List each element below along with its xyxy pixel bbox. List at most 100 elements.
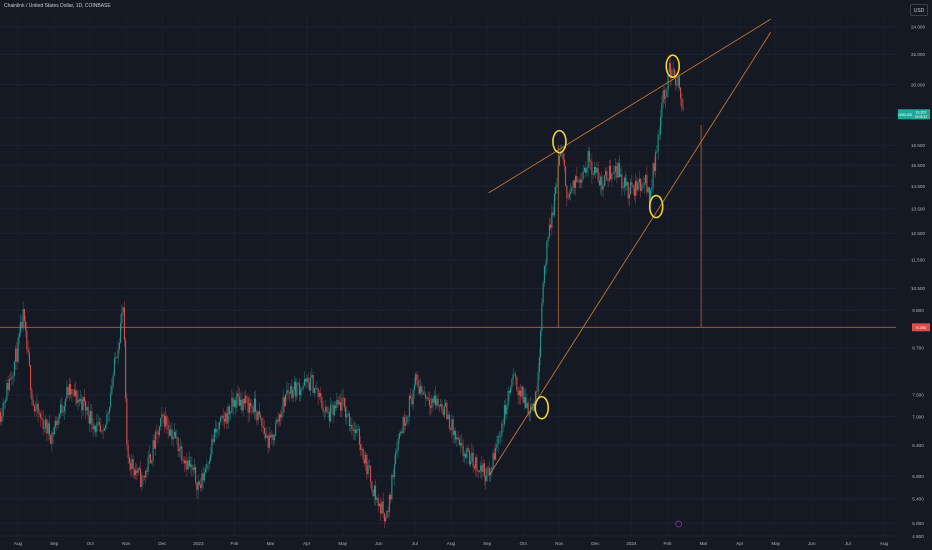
candle-body bbox=[435, 395, 437, 406]
candle-body bbox=[310, 377, 312, 391]
candle-body bbox=[678, 76, 680, 88]
candle-body bbox=[215, 428, 217, 433]
x-tick-label: May bbox=[771, 541, 780, 546]
candle-body bbox=[623, 177, 625, 188]
candle-body bbox=[666, 89, 668, 97]
candle-body bbox=[496, 444, 498, 448]
candle-body bbox=[597, 168, 599, 181]
candle-body bbox=[546, 241, 548, 265]
candle-body bbox=[31, 390, 33, 400]
candle-body bbox=[492, 452, 494, 468]
candle-body bbox=[466, 448, 468, 458]
candle-body bbox=[325, 407, 327, 412]
price-axis[interactable]: 24.00022.00020.00018.00016.50015.50014.5… bbox=[911, 25, 925, 539]
candle-body bbox=[238, 396, 240, 406]
candle-body bbox=[95, 426, 97, 432]
candles bbox=[0, 54, 684, 529]
candle-body bbox=[537, 372, 539, 392]
candle-body bbox=[613, 171, 615, 173]
candle-body bbox=[535, 391, 537, 405]
candle-body bbox=[528, 413, 530, 415]
candle-body bbox=[317, 388, 319, 397]
candle-body bbox=[497, 436, 499, 445]
candle-body bbox=[257, 411, 259, 421]
y-tick-label: 5.400 bbox=[912, 497, 924, 502]
candle-body bbox=[17, 337, 19, 362]
candle-body bbox=[76, 390, 78, 403]
candle-body bbox=[236, 393, 238, 408]
candle-body bbox=[107, 412, 109, 415]
candle-body bbox=[142, 475, 144, 477]
candle-body bbox=[175, 432, 177, 439]
candle-body bbox=[648, 187, 650, 204]
candle-body bbox=[331, 404, 333, 406]
candle-body bbox=[445, 403, 447, 407]
candle-body bbox=[421, 386, 423, 393]
candle-body bbox=[103, 427, 105, 431]
candle-body bbox=[42, 419, 44, 429]
candle-body bbox=[391, 475, 393, 500]
candle-body bbox=[513, 374, 515, 376]
candle-body bbox=[422, 392, 424, 395]
candle-body bbox=[100, 425, 102, 432]
y-tick-label: 8.700 bbox=[912, 346, 924, 351]
candle-body bbox=[471, 452, 473, 462]
candle-body bbox=[328, 411, 330, 422]
x-tick-label: Aug bbox=[447, 541, 456, 546]
candle-body bbox=[677, 76, 679, 86]
candle-body bbox=[638, 178, 640, 183]
candle-body bbox=[297, 382, 299, 384]
candle-body bbox=[570, 191, 572, 194]
candle-body bbox=[272, 434, 274, 441]
candle-body bbox=[66, 387, 68, 399]
candle-body bbox=[221, 415, 223, 418]
candle-body bbox=[151, 460, 153, 464]
candle-body bbox=[247, 398, 249, 413]
candle-body bbox=[420, 386, 422, 394]
candle-body bbox=[531, 403, 533, 406]
x-tick-label: Feb bbox=[231, 541, 239, 546]
candle-body bbox=[388, 494, 390, 513]
candle-body bbox=[510, 387, 512, 393]
candle-body bbox=[132, 459, 134, 469]
candle-body bbox=[355, 429, 357, 434]
level-price-tag bbox=[912, 323, 930, 332]
candle-body bbox=[473, 466, 475, 469]
time-axis[interactable]: Aug Sep Oct Nov Dec 2023 Feb Mar Apr May Jun Jul Aug… bbox=[14, 541, 889, 546]
candle-body bbox=[27, 349, 29, 353]
candle-body bbox=[181, 446, 183, 461]
candle-body bbox=[145, 470, 147, 478]
candle-body bbox=[133, 468, 135, 476]
candle-body bbox=[658, 134, 660, 136]
candle-body bbox=[561, 152, 563, 154]
highlight-circle bbox=[648, 194, 664, 219]
candle-body bbox=[278, 414, 280, 422]
candle-body bbox=[457, 437, 459, 440]
candle-body bbox=[55, 420, 57, 428]
candle-body bbox=[177, 437, 179, 451]
candle-body bbox=[167, 425, 169, 431]
candle-body bbox=[56, 420, 58, 425]
candle-body bbox=[11, 376, 13, 380]
candle-body bbox=[633, 187, 635, 196]
candle-body bbox=[156, 431, 158, 433]
candle-body bbox=[560, 152, 562, 156]
y-tick-label: 22.000 bbox=[911, 52, 925, 57]
candle-body bbox=[412, 390, 414, 405]
candle-body bbox=[63, 405, 65, 412]
candle-body bbox=[308, 382, 310, 391]
candle-body bbox=[261, 417, 263, 426]
candle-body bbox=[340, 402, 342, 411]
candle-body bbox=[552, 212, 554, 216]
candle-body bbox=[112, 375, 114, 387]
candle-body bbox=[562, 153, 564, 160]
candle-body bbox=[147, 457, 149, 472]
candle-body bbox=[602, 186, 604, 190]
currency-button[interactable]: USD bbox=[910, 4, 928, 16]
candle-body bbox=[616, 166, 618, 178]
candle-body bbox=[165, 416, 167, 427]
candle-body bbox=[617, 163, 619, 178]
candle-body bbox=[242, 398, 244, 411]
candle-body bbox=[225, 413, 227, 422]
